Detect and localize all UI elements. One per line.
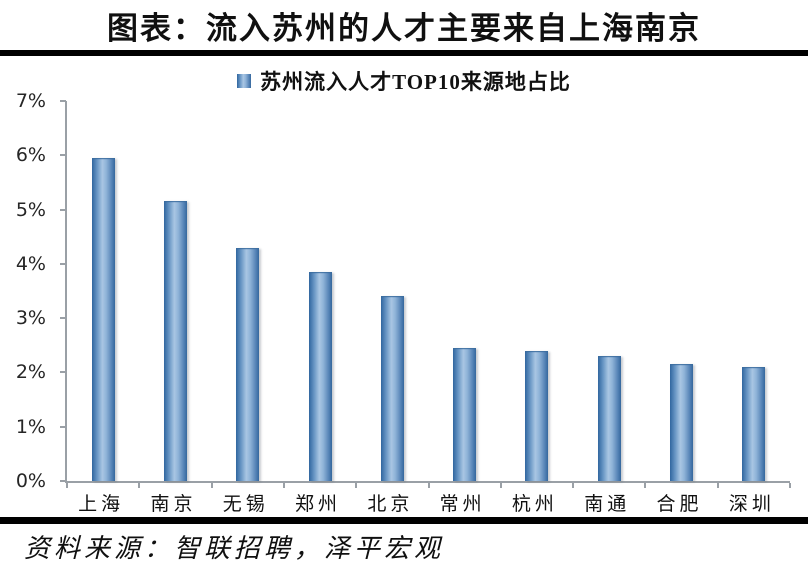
x-tick-mark <box>644 483 647 488</box>
y-tick-label: 5% <box>15 198 46 221</box>
y-tick-label: 7% <box>15 90 46 112</box>
bar <box>163 201 187 481</box>
x-category-label: 北京 <box>367 494 414 515</box>
x-category-label: 南京 <box>150 494 197 515</box>
y-tick-label: 4% <box>15 252 46 275</box>
x-category-label: 合肥 <box>656 494 703 515</box>
y-tick-mark <box>60 480 66 482</box>
bar-cell <box>428 101 500 481</box>
x-tick-mark <box>427 483 430 488</box>
bar <box>236 247 260 481</box>
bar <box>308 272 332 481</box>
y-tick-label: 2% <box>15 361 46 384</box>
y-tick-label: 1% <box>15 415 46 438</box>
x-category-label: 南通 <box>584 494 631 515</box>
x-tick-mark <box>210 483 213 488</box>
x-category-label: 常州 <box>439 494 486 515</box>
title-divider <box>0 50 808 56</box>
x-category-label: 郑州 <box>295 494 342 515</box>
chart-legend: 苏州流入人才TOP10来源地占比 <box>0 66 808 96</box>
bar-series <box>67 101 790 481</box>
x-category-label: 上海 <box>78 494 125 515</box>
y-tick-label: 6% <box>15 144 46 167</box>
y-tick-mark <box>60 371 66 374</box>
x-tick-mark <box>282 483 285 488</box>
bar-cell <box>718 101 790 481</box>
legend-label: 苏州流入人才TOP10来源地占比 <box>260 70 571 94</box>
source-note: 资料来源：智联招聘，泽平宏观 <box>24 534 445 563</box>
x-tick-mark <box>572 483 575 488</box>
legend-swatch-icon <box>237 74 252 88</box>
bar <box>597 356 621 481</box>
bar-cell <box>501 101 573 481</box>
bar-cell <box>573 101 645 481</box>
x-tick-mark <box>499 483 502 488</box>
bar-cell <box>284 101 356 481</box>
y-tick-label: 0% <box>15 470 46 492</box>
y-tick-mark <box>60 317 66 320</box>
y-tick-mark <box>60 425 66 428</box>
bar <box>670 364 694 481</box>
x-category-label: 深圳 <box>728 494 775 515</box>
plot-area <box>60 100 791 488</box>
x-axis-labels: 上海 南京 无锡 郑州 北京 常州 杭州 南通 合肥 深圳 <box>65 489 788 516</box>
bar <box>380 296 404 481</box>
y-tick-mark <box>60 154 66 157</box>
x-tick-mark <box>355 483 358 488</box>
y-tick-mark <box>60 208 66 211</box>
bar <box>453 348 477 481</box>
x-tick-mark <box>66 483 68 488</box>
footer-divider <box>0 517 808 524</box>
x-tick-mark <box>716 483 719 488</box>
bar-cell <box>356 101 428 481</box>
bar-cell <box>212 101 284 481</box>
figure-title: 图表：流入苏州的人才主要来自上海南京 <box>107 11 701 46</box>
bar <box>525 350 549 481</box>
bar-cell <box>645 101 717 481</box>
x-category-label: 杭州 <box>511 494 558 515</box>
x-tick-mark <box>789 483 791 488</box>
y-tick-mark <box>60 100 66 102</box>
bar-cell <box>67 101 139 481</box>
bar <box>91 158 115 481</box>
x-category-label: 无锡 <box>222 494 269 515</box>
y-tick-label: 3% <box>15 307 46 330</box>
bar <box>742 367 766 481</box>
y-tick-mark <box>60 262 66 265</box>
y-axis-labels: 7% 6% 5% 4% 3% 2% 1% 0% <box>0 90 56 492</box>
x-tick-mark <box>138 483 141 488</box>
bar-cell <box>139 101 211 481</box>
